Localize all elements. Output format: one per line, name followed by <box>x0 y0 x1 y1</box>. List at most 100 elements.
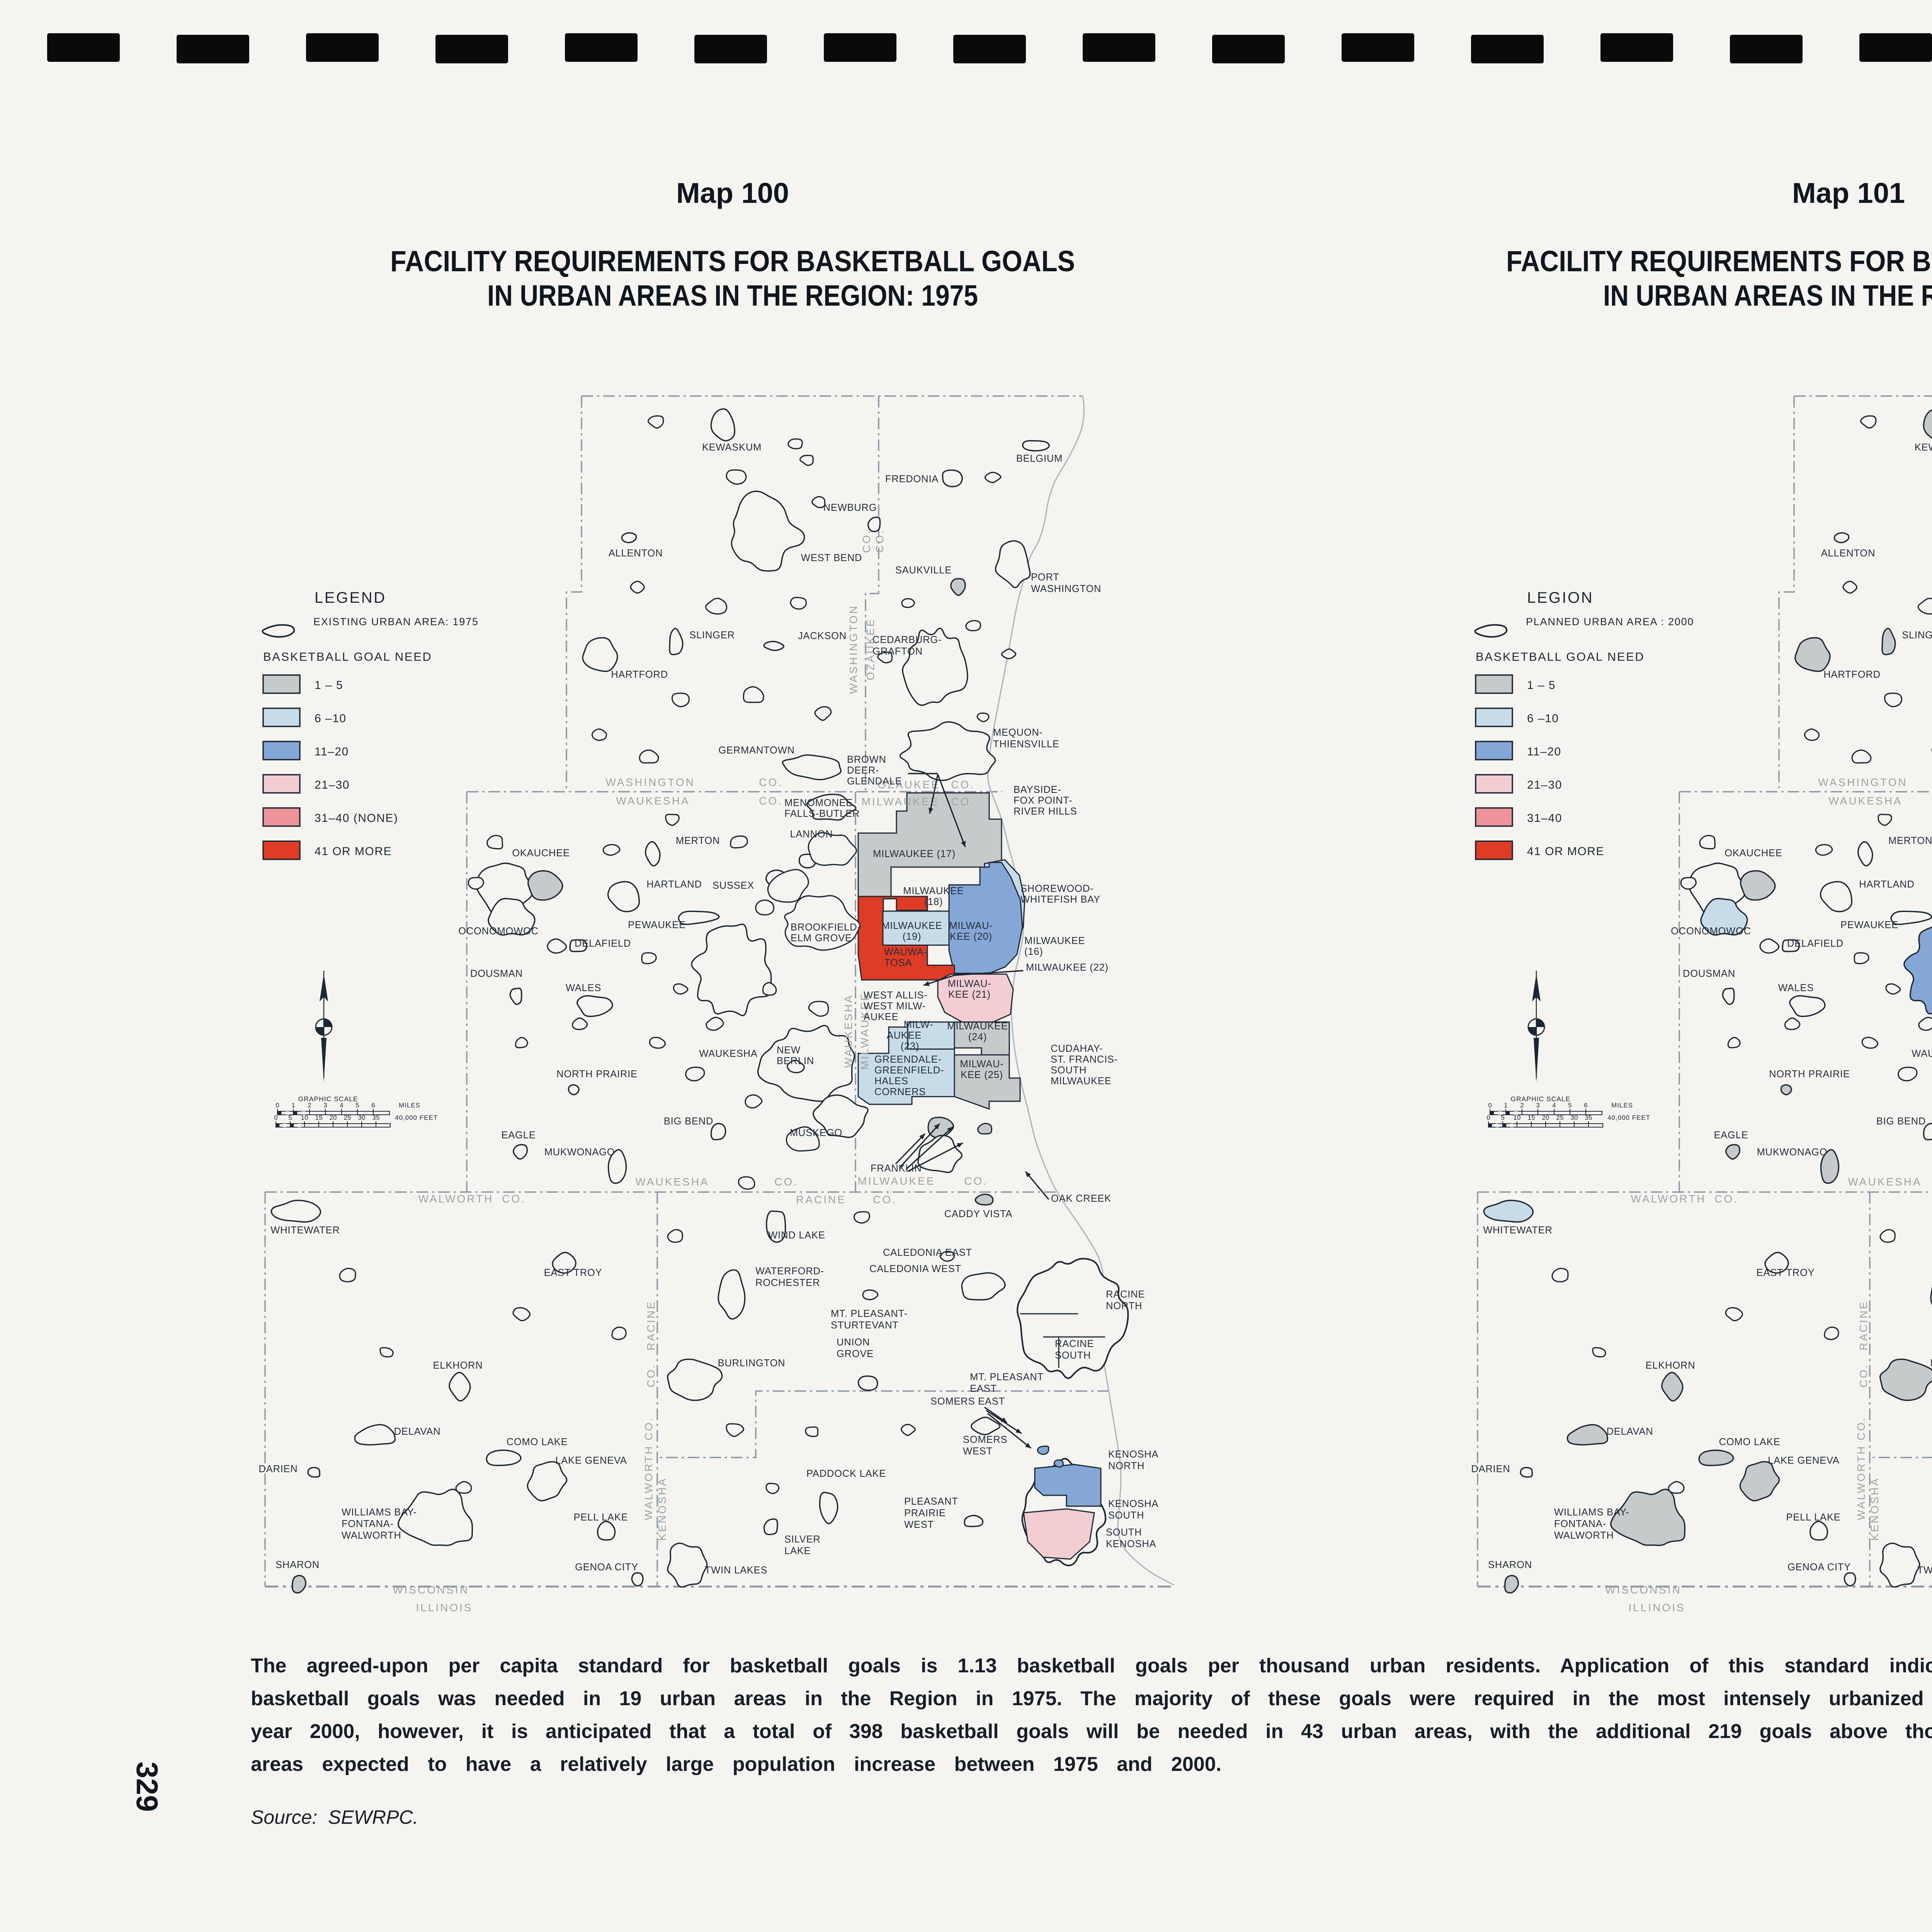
svg-text:MILWAUKEE: MILWAUKEE <box>858 1175 935 1187</box>
svg-text:CO.: CO. <box>951 779 975 791</box>
svg-text:4: 4 <box>340 1102 343 1109</box>
svg-text:MILWAUKEE: MILWAUKEE <box>862 796 939 808</box>
svg-text:5: 5 <box>355 1102 359 1109</box>
svg-text:BASKETBALL GOAL NEED: BASKETBALL GOAL NEED <box>1476 650 1645 663</box>
svg-text:20: 20 <box>1542 1114 1549 1121</box>
svg-text:BELGIUM: BELGIUM <box>1016 453 1063 464</box>
svg-text:CUDAHAY-: CUDAHAY- <box>1051 1043 1103 1054</box>
svg-text:MILWAUKEE: MILWAUKEE <box>859 992 871 1070</box>
svg-text:MILWAU-: MILWAU- <box>949 920 993 931</box>
svg-text:BURLINGTON: BURLINGTON <box>718 1358 786 1369</box>
svg-text:WAUKESHA: WAUKESHA <box>616 795 690 807</box>
svg-text:11–20: 11–20 <box>315 745 349 758</box>
svg-text:WHITEFISH BAY: WHITEFISH BAY <box>1020 894 1100 905</box>
svg-text:PRAIRIE: PRAIRIE <box>904 1508 946 1519</box>
svg-text:GROVE: GROVE <box>837 1349 874 1359</box>
svg-text:(18): (18) <box>924 896 943 907</box>
svg-text:MENOMONEE: MENOMONEE <box>784 798 853 808</box>
svg-text:31–40 (NONE): 31–40 (NONE) <box>315 812 398 825</box>
svg-text:6: 6 <box>1584 1102 1587 1109</box>
svg-text:Map 100: Map 100 <box>676 177 789 209</box>
svg-text:MILWAUKEE: MILWAUKEE <box>881 920 942 931</box>
svg-text:5: 5 <box>288 1114 292 1121</box>
svg-text:SHARON: SHARON <box>276 1560 320 1570</box>
svg-text:MILWAUKEE: MILWAUKEE <box>947 1021 1008 1032</box>
svg-text:SLINGER: SLINGER <box>689 630 735 641</box>
svg-text:329: 329 <box>130 1762 164 1812</box>
svg-text:DELAFIELD: DELAFIELD <box>575 938 631 949</box>
svg-text:WALWORTH: WALWORTH <box>418 1193 494 1205</box>
svg-text:BROOKFIELD-: BROOKFIELD- <box>791 922 861 933</box>
svg-text:OKAUCHEE: OKAUCHEE <box>512 848 570 859</box>
svg-text:COMO LAKE: COMO LAKE <box>507 1437 568 1447</box>
svg-text:(19): (19) <box>903 931 922 942</box>
svg-text:WISCONSIN: WISCONSIN <box>1605 1584 1682 1596</box>
svg-text:WAUKESHA: WAUKESHA <box>1828 795 1902 807</box>
svg-text:25: 25 <box>344 1114 351 1121</box>
svg-text:DELAFIELD: DELAFIELD <box>1787 938 1844 949</box>
svg-text:HARTFORD: HARTFORD <box>611 669 668 680</box>
svg-text:LAKE GENEVA: LAKE GENEVA <box>555 1455 627 1466</box>
svg-text:15: 15 <box>315 1114 323 1121</box>
svg-text:WALES: WALES <box>566 983 601 993</box>
svg-text:GRAPHIC SCALE: GRAPHIC SCALE <box>298 1095 358 1103</box>
svg-text:IN URBAN AREAS IN THE REGION:: IN URBAN AREAS IN THE REGION: 2000 <box>1603 279 1932 312</box>
svg-text:MT. PLEASANT: MT. PLEASANT <box>970 1372 1044 1383</box>
svg-text:SOMERS: SOMERS <box>963 1434 1007 1445</box>
svg-text:15: 15 <box>1528 1114 1535 1121</box>
svg-text:0: 0 <box>274 1114 277 1121</box>
svg-text:UNION: UNION <box>837 1337 870 1348</box>
svg-text:Map 101: Map 101 <box>1792 177 1905 209</box>
svg-text:WATERFORD-: WATERFORD- <box>755 1266 824 1277</box>
svg-text:WALWORTH: WALWORTH <box>1631 1193 1706 1205</box>
svg-text:WEST: WEST <box>904 1519 934 1530</box>
svg-text:EAST: EAST <box>970 1383 997 1394</box>
svg-text:NORTH: NORTH <box>1108 1461 1145 1471</box>
svg-text:DELAVAN: DELAVAN <box>1607 1426 1653 1437</box>
svg-text:WAUWA-: WAUWA- <box>884 947 927 957</box>
svg-text:HALES: HALES <box>874 1076 908 1087</box>
svg-text:20: 20 <box>330 1114 337 1121</box>
svg-text:KEWASKUM: KEWASKUM <box>1915 442 1932 453</box>
svg-text:WILLIAMS BAY-: WILLIAMS BAY- <box>1554 1507 1629 1518</box>
svg-text:CO.: CO. <box>1714 1193 1738 1205</box>
svg-text:KEE (20): KEE (20) <box>950 931 992 942</box>
svg-text:PLANNED URBAN AREA : 2000: PLANNED URBAN AREA : 2000 <box>1526 616 1694 628</box>
svg-text:ILLINOIS: ILLINOIS <box>416 1602 473 1614</box>
svg-text:STURTEVANT: STURTEVANT <box>831 1320 899 1331</box>
svg-text:RACINE: RACINE <box>645 1300 657 1350</box>
svg-text:1: 1 <box>1504 1102 1507 1109</box>
svg-text:EAGLE: EAGLE <box>501 1130 536 1141</box>
svg-text:BASKETBALL GOAL NEED: BASKETBALL GOAL NEED <box>263 650 432 663</box>
svg-text:WISCONSIN: WISCONSIN <box>393 1584 469 1596</box>
svg-text:RACINE: RACINE <box>1857 1300 1869 1350</box>
svg-text:CALEDONIA EAST: CALEDONIA EAST <box>883 1247 972 1258</box>
svg-text:OAK CREEK: OAK CREEK <box>1051 1193 1111 1204</box>
svg-text:WASHINGTON: WASHINGTON <box>847 604 859 694</box>
svg-text:31–40: 31–40 <box>1527 812 1562 825</box>
svg-text:GRAPHIC SCALE: GRAPHIC SCALE <box>1511 1095 1571 1103</box>
svg-text:WEST BEND: WEST BEND <box>801 553 862 563</box>
svg-text:ELKHORN: ELKHORN <box>1646 1360 1696 1371</box>
svg-text:WEST ALLIS-: WEST ALLIS- <box>864 990 928 1001</box>
svg-text:1 – 5: 1 – 5 <box>1527 679 1556 692</box>
svg-text:3: 3 <box>1536 1102 1539 1109</box>
svg-text:LANNON: LANNON <box>790 829 833 840</box>
svg-text:40,000 FEET: 40,000 FEET <box>1607 1114 1650 1121</box>
svg-text:MILWAUKEE: MILWAUKEE <box>1051 1076 1111 1087</box>
svg-text:GERMANTOWN: GERMANTOWN <box>718 745 794 756</box>
svg-text:GENOA CITY: GENOA CITY <box>1787 1562 1851 1573</box>
svg-text:DEER-: DEER- <box>847 765 879 776</box>
svg-text:KENOSHA: KENOSHA <box>1106 1539 1156 1549</box>
svg-text:FACILITY REQUIREMENTS FOR BASK: FACILITY REQUIREMENTS FOR BASKETBALL GOA… <box>1506 245 1932 278</box>
svg-text:MUKWONAGO: MUKWONAGO <box>544 1147 615 1158</box>
svg-text:AUKEE: AUKEE <box>887 1030 922 1041</box>
svg-text:5: 5 <box>1568 1102 1571 1109</box>
svg-text:CO.: CO. <box>873 1194 897 1206</box>
svg-text:KENOSHA: KENOSHA <box>1108 1449 1158 1460</box>
svg-text:areas expected to have a relat: areas expected to have a relatively larg… <box>251 1753 1221 1776</box>
svg-text:11–20: 11–20 <box>1527 745 1561 758</box>
svg-text:21–30: 21–30 <box>315 779 350 791</box>
svg-text:NEWBURG: NEWBURG <box>823 502 877 513</box>
svg-text:(16): (16) <box>1024 946 1043 957</box>
